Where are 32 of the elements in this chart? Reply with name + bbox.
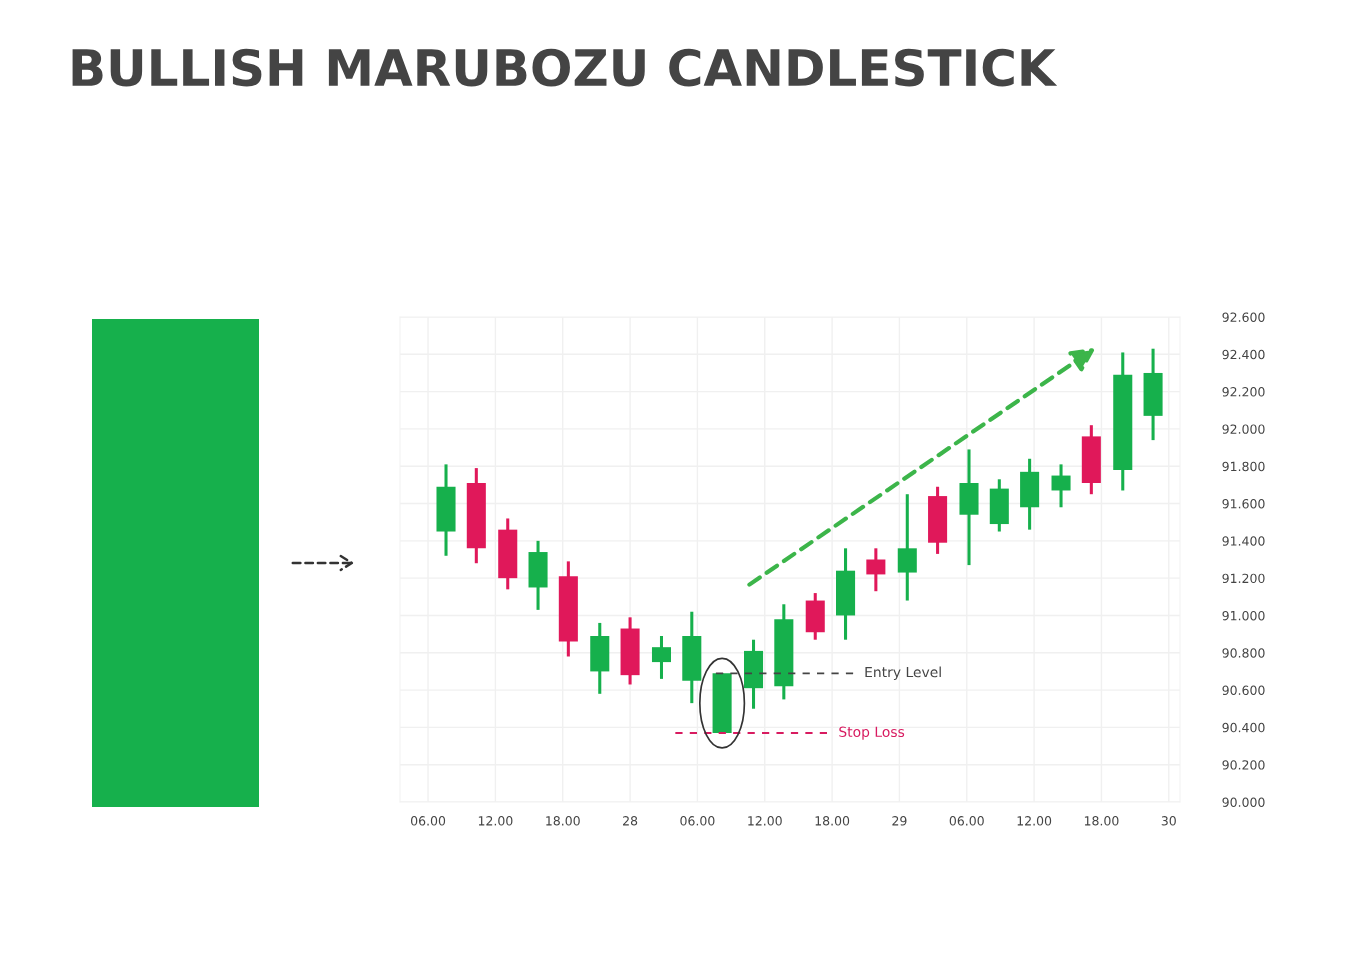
x-tick-label: 06.00 — [949, 816, 984, 826]
ref-line-label: Stop Loss — [839, 726, 905, 740]
y-tick-label: 92.200 — [1222, 387, 1265, 397]
y-tick-label: 90.000 — [1222, 797, 1265, 807]
y-tick-label: 91.400 — [1222, 536, 1265, 546]
y-tick-label: 92.000 — [1222, 424, 1265, 434]
chart-title: BULLISH MARUBOZU CANDLESTICK — [72, 48, 1058, 87]
y-tick-label: 91.600 — [1222, 499, 1265, 509]
x-tick-label: 12.00 — [1017, 816, 1052, 826]
y-tick-label: 92.400 — [1222, 349, 1265, 360]
y-tick-label: 91.800 — [1222, 461, 1265, 472]
x-tick-label: 30 — [1161, 816, 1176, 826]
y-tick-label: 91.000 — [1222, 610, 1265, 621]
y-tick-label: 90.800 — [1222, 648, 1265, 658]
x-tick-label: 18.00 — [1084, 816, 1119, 826]
y-tick-label: 91.200 — [1222, 573, 1265, 584]
x-tick-label: 18.00 — [546, 816, 580, 826]
y-tick-label: 90.200 — [1222, 760, 1265, 770]
candlestick — [1051, 464, 1071, 508]
y-tick-label: 90.600 — [1222, 685, 1265, 695]
ref-line-label: Entry Level — [865, 666, 941, 681]
x-tick-label: 06.00 — [410, 816, 446, 826]
x-tick-label: 12.00 — [748, 816, 782, 826]
y-tick-label: 92.600 — [1222, 312, 1265, 322]
x-tick-label: 28 — [623, 816, 638, 826]
x-tick-label: 29 — [892, 816, 907, 826]
x-tick-label: 18.00 — [815, 816, 850, 826]
candlestick — [866, 548, 886, 593]
y-tick-label: 90.400 — [1222, 722, 1265, 733]
candlestick — [651, 635, 672, 679]
x-tick-label: 12.00 — [478, 816, 513, 826]
x-tick-label: 06.00 — [680, 816, 715, 826]
